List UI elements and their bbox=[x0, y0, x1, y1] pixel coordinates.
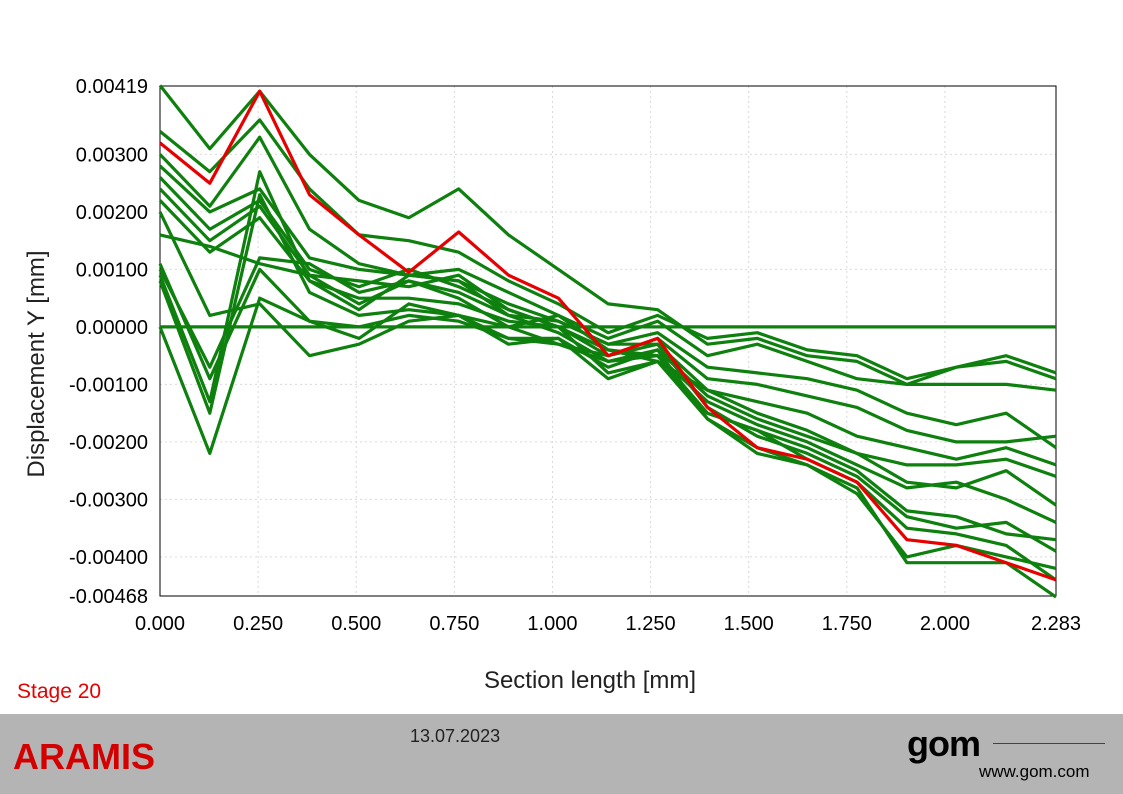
brand-name: ARAMIS bbox=[13, 736, 155, 777]
series-line-8 bbox=[159, 233, 1057, 507]
x-tick-label: 0.000 bbox=[135, 613, 185, 635]
logo-text: gom bbox=[907, 723, 981, 764]
y-tick-label: -0.00200 bbox=[69, 432, 148, 454]
y-tick-label: -0.00468 bbox=[69, 586, 148, 608]
series-line-3 bbox=[158, 135, 1057, 392]
gom-logo: gom www.gom.com bbox=[905, 724, 1110, 784]
x-axis-label: Section length [mm] bbox=[484, 667, 696, 694]
highlight-series-line bbox=[158, 89, 1057, 582]
y-axis-label: Displacement Y [mm] bbox=[23, 250, 50, 477]
series-line-13 bbox=[158, 211, 1057, 599]
series-line-2 bbox=[158, 118, 1057, 381]
y-tick-label: 0.00419 bbox=[76, 76, 148, 98]
y-tick-label: -0.00300 bbox=[69, 489, 148, 511]
series-line-10 bbox=[158, 170, 1057, 542]
y-tick-label: 0.00000 bbox=[76, 317, 148, 339]
y-tick-label: -0.00100 bbox=[69, 374, 148, 396]
x-tick-label: 1.000 bbox=[527, 613, 577, 635]
report-date: 13.07.2023 bbox=[410, 726, 501, 746]
x-axis-ticks: 0.000 0.250 0.500 0.750 1.000 1.250 1.500 1.750… bbox=[135, 613, 1081, 635]
displacement-chart: 0.000 0.250 0.500 0.750 1.000 1.250 1.500 1.750… bbox=[23, 76, 1081, 694]
website-url: www.gom.com bbox=[979, 762, 1090, 781]
series-layer bbox=[158, 84, 1057, 599]
y-tick-label: 0.00100 bbox=[76, 259, 148, 281]
stage-label: Stage 20 bbox=[17, 680, 102, 703]
y-tick-label: 0.00300 bbox=[76, 144, 148, 166]
x-tick-label: 0.500 bbox=[331, 613, 381, 635]
series-line-5 bbox=[158, 176, 1057, 444]
y-axis-ticks: 0.00419 0.00300 0.00200 0.00100 0.00000 -0.00… bbox=[69, 76, 148, 608]
y-tick-label: -0.00400 bbox=[69, 547, 148, 569]
x-tick-label: 2.283 bbox=[1031, 613, 1081, 635]
x-tick-label: 0.250 bbox=[233, 613, 283, 635]
plot-frame bbox=[159, 85, 1057, 597]
x-tick-label: 0.750 bbox=[429, 613, 479, 635]
y-tick-label: 0.00200 bbox=[76, 202, 148, 224]
x-tick-label: 1.750 bbox=[822, 613, 872, 635]
x-tick-label: 1.500 bbox=[724, 613, 774, 635]
logo-red-line bbox=[993, 743, 1105, 744]
series-line-14 bbox=[158, 263, 1057, 582]
x-tick-label: 1.250 bbox=[626, 613, 676, 635]
footer-bar: ARAMIS 13.07.2023 gom www.gom.com bbox=[0, 714, 1123, 794]
x-tick-label: 2.000 bbox=[920, 613, 970, 635]
